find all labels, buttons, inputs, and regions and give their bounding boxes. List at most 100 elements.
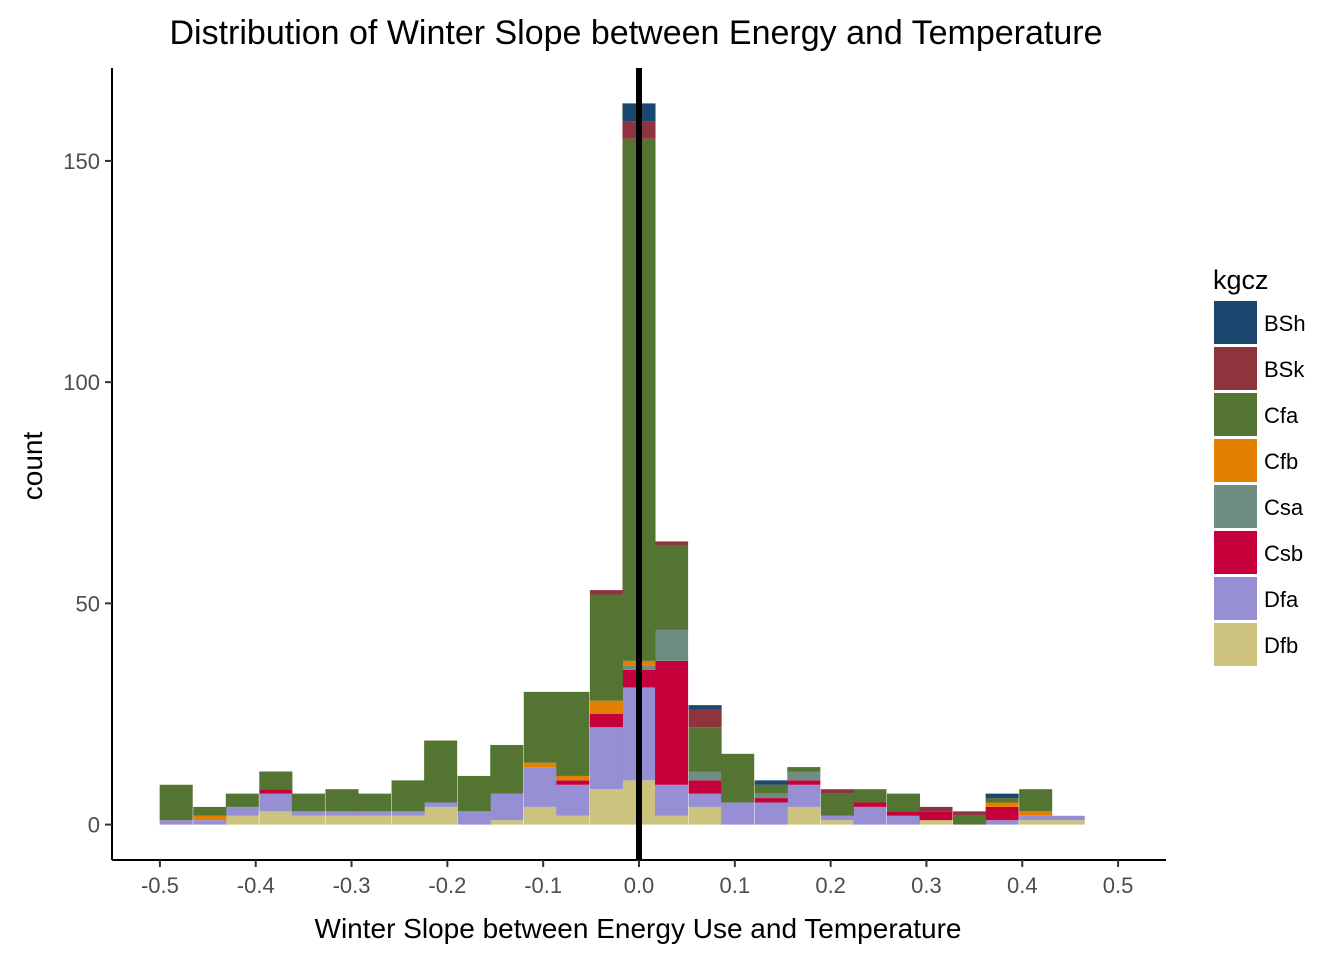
- legend-label-dfa: Dfa: [1264, 587, 1299, 612]
- bar-segment-cfa: [325, 789, 359, 812]
- bar-segment-dfb: [1019, 820, 1053, 825]
- bar-segment-dfa: [688, 793, 722, 807]
- x-tick-label: 0.1: [720, 873, 751, 898]
- bar-segment-dfa: [655, 784, 689, 816]
- bar-segment-cfb: [589, 700, 623, 714]
- bar-segment-dfa: [193, 820, 227, 825]
- x-tick-label: 0.2: [815, 873, 846, 898]
- bar-segment-csa: [754, 793, 788, 799]
- bar-segment-cfa: [886, 793, 920, 812]
- chart-title: Distribution of Winter Slope between Ene…: [170, 14, 1103, 52]
- x-tick-label: 0.3: [911, 873, 942, 898]
- bar-segment-dfa: [325, 811, 359, 816]
- bar-segment-cfa: [358, 793, 392, 812]
- legend-swatch-dfa: [1214, 577, 1257, 620]
- legend-label-bsh: BSh: [1264, 311, 1306, 336]
- legend-swatch-csa: [1214, 485, 1257, 528]
- bar-segment-dfa: [358, 811, 392, 816]
- bar-segment-dfb: [655, 815, 689, 825]
- bar-segment-dfb: [820, 820, 854, 825]
- bar-segment-cfa: [787, 767, 821, 772]
- x-tick-label: -0.1: [524, 873, 562, 898]
- legend-label-csa: Csa: [1264, 495, 1304, 520]
- bar-segment-dfa: [1019, 815, 1053, 821]
- bar-segment-bsk: [589, 590, 623, 595]
- bar-segment-dfa: [754, 802, 788, 825]
- legend-swatch-cfa: [1214, 393, 1257, 436]
- bar-segment-dfb: [787, 806, 821, 825]
- legend-label-cfa: Cfa: [1264, 403, 1299, 428]
- bar-segment-cfa: [457, 775, 491, 812]
- y-tick-label: 50: [76, 591, 100, 616]
- x-tick-label: 0.5: [1103, 873, 1134, 898]
- bars-layer: [159, 103, 1085, 825]
- bar-segment-csb: [853, 802, 887, 807]
- bar-segment-bsk: [688, 709, 722, 728]
- legend-swatch-bsk: [1214, 347, 1257, 390]
- bar-segment-bsh: [754, 780, 788, 785]
- bar-segment-bsh: [985, 793, 1019, 799]
- bar-segment-bsk: [655, 541, 689, 546]
- y-tick-label: 100: [63, 370, 100, 395]
- x-axis-title: Winter Slope between Energy Use and Temp…: [315, 913, 962, 944]
- x-tick-label: -0.2: [428, 873, 466, 898]
- bar-segment-dfb: [589, 789, 623, 825]
- bar-segment-cfa: [556, 691, 590, 776]
- legend-swatch-dfb: [1214, 623, 1257, 666]
- legend-label-dfb: Dfb: [1264, 633, 1298, 658]
- bar-segment-cfa: [853, 789, 887, 803]
- bar-segment-cfa: [159, 784, 193, 821]
- bar-segment-dfb: [688, 806, 722, 825]
- bar-segment-csb: [589, 713, 623, 728]
- bar-segment-cfa: [655, 545, 689, 630]
- bar-segment-dfa: [391, 811, 425, 816]
- y-axis-title: count: [17, 432, 48, 501]
- bar-segment-cfa: [490, 744, 524, 794]
- bar-segment-cfa: [721, 753, 755, 803]
- bar-segment-bsk: [919, 806, 953, 812]
- bar-segment-csa: [655, 629, 689, 661]
- bar-segment-dfa: [457, 811, 491, 825]
- bar-segment-dfa: [820, 815, 854, 821]
- legend-label-cfb: Cfb: [1264, 449, 1298, 474]
- bar-segment-csb: [655, 660, 689, 785]
- legend-label-csb: Csb: [1264, 541, 1303, 566]
- bar-segment-cfb: [523, 762, 557, 768]
- bar-segment-cfa: [424, 740, 458, 803]
- bar-segment-cfa: [259, 771, 293, 790]
- bar-segment-cfa: [688, 727, 722, 772]
- bar-segment-dfb: [358, 815, 392, 825]
- bar-segment-bsk: [820, 789, 854, 794]
- bar-segment-csa: [787, 771, 821, 781]
- bar-segment-dfb: [259, 811, 293, 825]
- legend-title: kgcz: [1213, 265, 1269, 295]
- bar-segment-dfa: [787, 784, 821, 807]
- bar-segment-dfa: [853, 806, 887, 825]
- bar-segment-cfa: [820, 793, 854, 816]
- bar-segment-cfa: [391, 780, 425, 812]
- y-tick-label: 150: [63, 149, 100, 174]
- bar-segment-csb: [556, 780, 590, 785]
- bar-segment-dfa: [225, 806, 259, 816]
- x-tick-label: -0.5: [141, 873, 179, 898]
- bar-segment-dfa: [523, 767, 557, 807]
- bar-segment-dfa: [259, 793, 293, 812]
- bar-segment-dfa: [721, 802, 755, 825]
- x-tick-label: 0.0: [624, 873, 655, 898]
- bar-segment-dfa: [424, 802, 458, 807]
- bar-segment-csb: [919, 811, 953, 821]
- bar-segment-dfa: [886, 815, 920, 825]
- axes-layer: 0 50 100 150 -0.5 -0.4 -0.3 -0.2 -0.1 0.0 0.1 0.2 0.…: [63, 68, 1166, 898]
- x-tick-label: 0.4: [1007, 873, 1038, 898]
- bar-segment-dfa: [159, 820, 193, 825]
- bar-segment-csb: [787, 780, 821, 785]
- bar-segment-dfb: [225, 815, 259, 825]
- bar-segment-dfa: [556, 784, 590, 816]
- bar-segment-cfb: [556, 775, 590, 781]
- bar-segment-cfb: [193, 815, 227, 821]
- bar-segment-dfb: [523, 806, 557, 825]
- x-tick-label: -0.4: [237, 873, 275, 898]
- bar-segment-dfb: [291, 815, 325, 825]
- bar-segment-dfa: [1051, 815, 1085, 821]
